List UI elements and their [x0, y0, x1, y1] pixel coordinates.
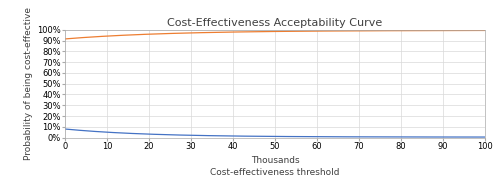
Pfizer BioNTech: [262, 31, 268, 33]
Pfizer BioNTech: [264, 31, 270, 33]
Pfizer BioNTech: [482, 29, 488, 32]
No booster vaccination: [472, 136, 478, 138]
No booster vaccination: [62, 128, 68, 130]
No booster vaccination: [262, 135, 268, 137]
Y-axis label: Probability of being cost-effective: Probability of being cost-effective: [24, 7, 33, 160]
Pfizer BioNTech: [472, 29, 478, 32]
Pfizer BioNTech: [290, 30, 296, 32]
Title: Cost-Effectiveness Acceptability Curve: Cost-Effectiveness Acceptability Curve: [168, 18, 382, 28]
No booster vaccination: [312, 136, 318, 138]
No booster vaccination: [264, 135, 270, 137]
No booster vaccination: [482, 136, 488, 138]
Pfizer BioNTech: [312, 30, 318, 32]
No booster vaccination: [406, 136, 412, 138]
Line: Pfizer BioNTech: Pfizer BioNTech: [65, 31, 485, 39]
Text: Thousands: Thousands: [250, 156, 300, 165]
Text: Cost-effectiveness threshold: Cost-effectiveness threshold: [210, 168, 340, 177]
No booster vaccination: [290, 135, 296, 138]
Pfizer BioNTech: [406, 30, 412, 32]
Pfizer BioNTech: [62, 38, 68, 40]
Line: No booster vaccination: No booster vaccination: [65, 129, 485, 137]
